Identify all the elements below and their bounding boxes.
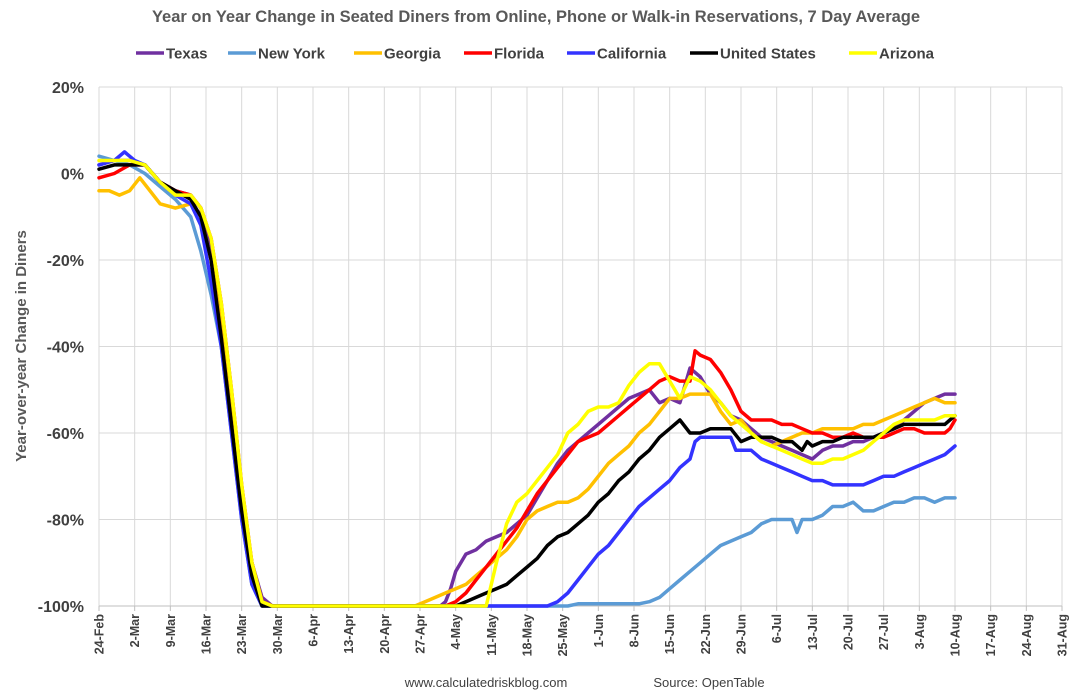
- x-tick-label: 17-Aug: [984, 614, 998, 656]
- legend-label: Arizona: [879, 46, 935, 63]
- x-tick-label: 10-Aug: [949, 614, 963, 656]
- x-tick-label: 24-Aug: [1020, 614, 1034, 656]
- x-tick-label: 4-May: [449, 614, 463, 649]
- data-series: [97, 150, 957, 608]
- x-tick-label: 23-Mar: [235, 614, 249, 654]
- x-tick-label: 1-Jun: [592, 614, 606, 647]
- y-axis-ticks: 20% 0% -20% -40% -60% -80% -100%: [38, 80, 84, 616]
- y-tick-label: -60%: [47, 426, 84, 443]
- y-tick-label: -40%: [47, 340, 84, 357]
- y-tick-label: 0%: [61, 167, 84, 184]
- x-tick-label: 30-Mar: [271, 614, 285, 654]
- x-tick-label: 2-Mar: [128, 614, 142, 647]
- x-tick-label: 27-Apr: [414, 614, 428, 654]
- legend-label: United States: [720, 46, 816, 63]
- series-line-arizona: [97, 158, 957, 608]
- footer-website: www.calculatedriskblog.com: [404, 675, 568, 690]
- x-tick-label: 11-May: [485, 614, 499, 656]
- y-axis-label: Year-over-year Change in Diners: [13, 230, 30, 462]
- x-tick-label: 3-Aug: [913, 614, 927, 649]
- legend-label: Texas: [166, 46, 207, 63]
- y-tick-label: -80%: [47, 513, 84, 530]
- x-tick-label: 15-Jun: [663, 614, 677, 654]
- series-line-california: [97, 150, 957, 608]
- x-tick-label: 20-Jul: [842, 614, 856, 650]
- x-tick-label: 9-Mar: [164, 614, 178, 647]
- x-tick-label: 20-Apr: [378, 614, 392, 654]
- x-tick-label: 13-Jul: [806, 614, 820, 650]
- legend-label: Georgia: [384, 46, 441, 63]
- x-axis-ticks: 24-Feb 2-Mar 9-Mar 16-Mar 23-Mar 30-Mar 6-Apr 1…: [93, 614, 1070, 657]
- x-tick-label: 6-Jul: [770, 614, 784, 643]
- x-tick-label: 27-Jul: [877, 614, 891, 650]
- y-tick-label: 20%: [52, 80, 84, 97]
- chart-title: Year on Year Change in Seated Diners fro…: [152, 8, 920, 26]
- x-tick-label: 29-Jun: [735, 614, 749, 654]
- x-tick-label: 6-Apr: [307, 614, 321, 647]
- x-tick-label: 18-May: [521, 614, 535, 656]
- legend-label: Florida: [494, 46, 545, 63]
- x-tick-label: 25-May: [556, 614, 570, 656]
- x-tick-label: 8-Jun: [628, 614, 642, 647]
- x-tick-label: 24-Feb: [93, 614, 107, 655]
- x-tick-label: 13-Apr: [342, 614, 356, 654]
- y-tick-label: -20%: [47, 253, 84, 270]
- y-tick-label: -100%: [38, 599, 84, 616]
- series-line-united-states: [97, 163, 957, 608]
- legend-label: California: [597, 46, 667, 63]
- x-tick-label: 31-Aug: [1056, 614, 1070, 656]
- chart-legend: Texas New York Georgia Florida California Uni…: [136, 46, 935, 63]
- x-tick-label: 22-Jun: [699, 614, 713, 654]
- legend-label: New York: [258, 46, 326, 63]
- footer-source: Source: OpenTable: [653, 675, 764, 690]
- x-tick-label: 16-Mar: [200, 614, 214, 654]
